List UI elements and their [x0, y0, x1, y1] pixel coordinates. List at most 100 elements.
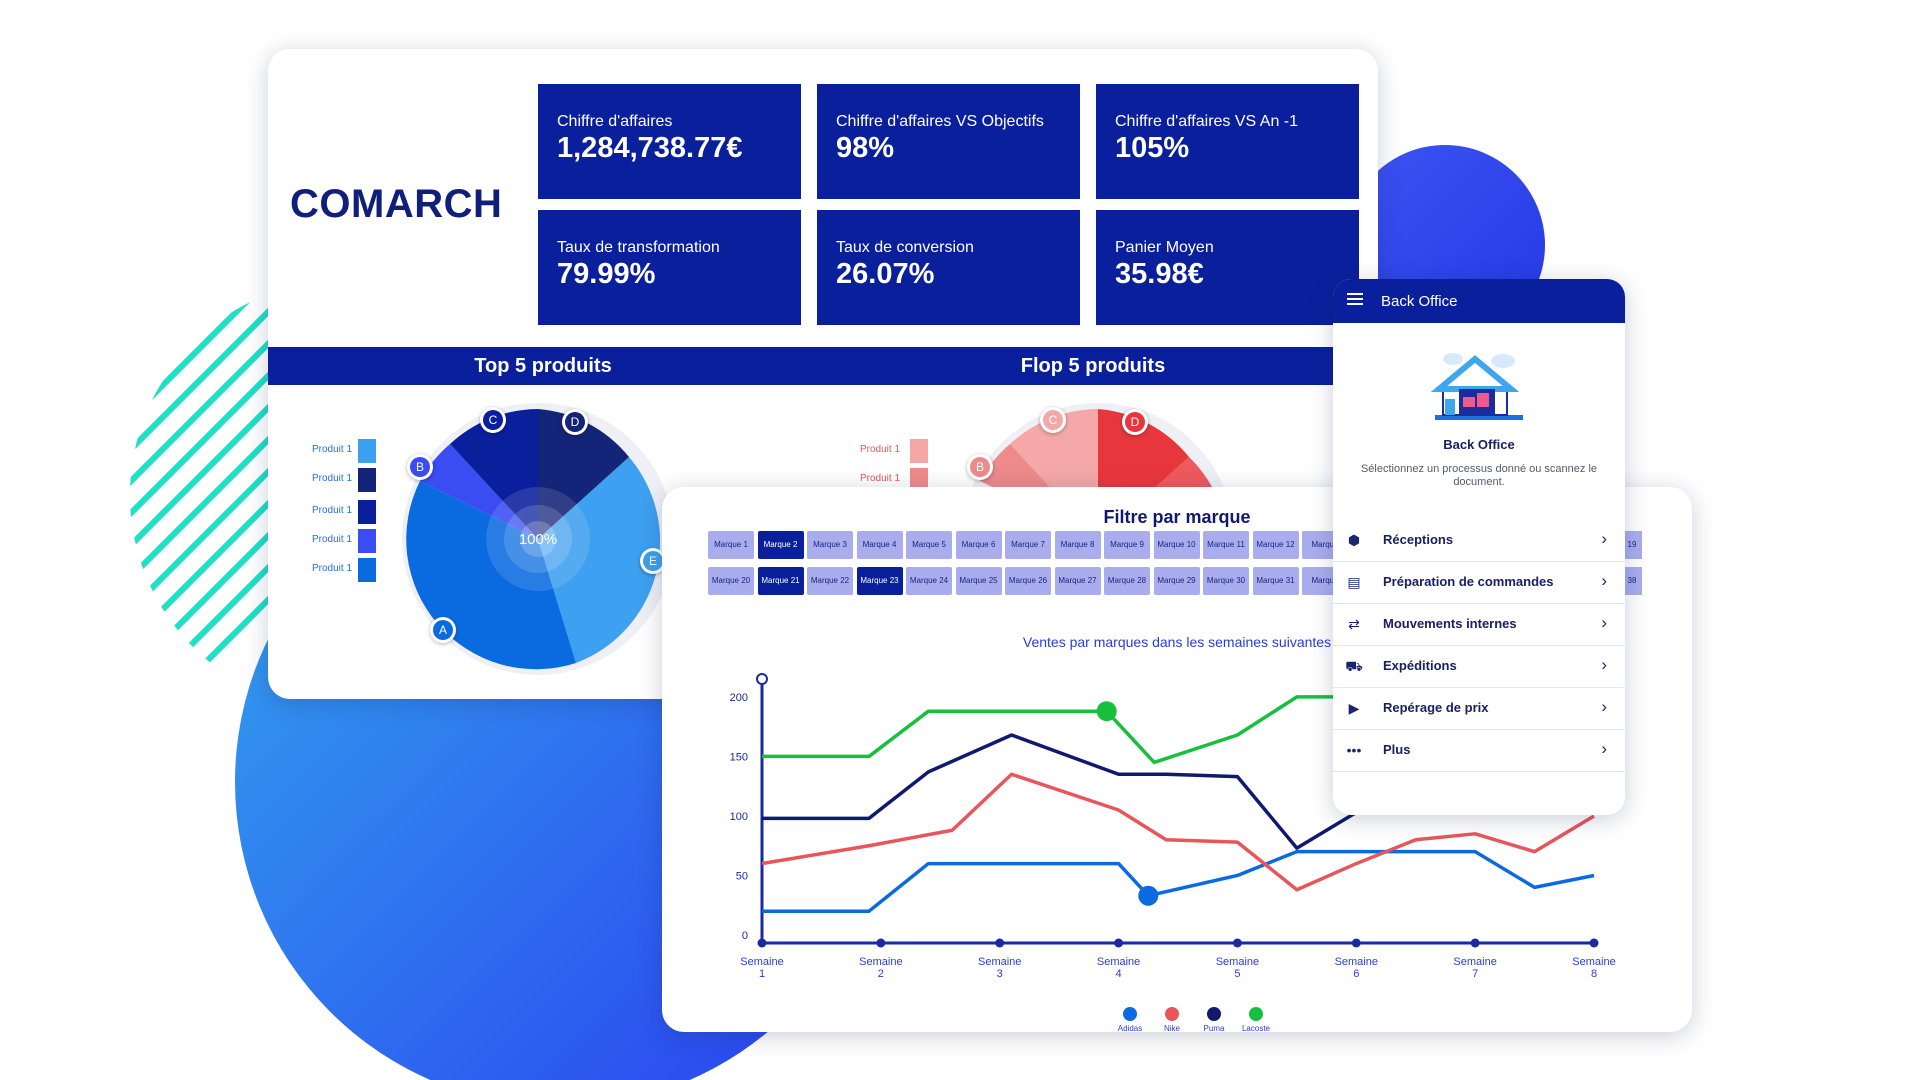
- chip-row2-tail[interactable]: 38: [1622, 567, 1642, 595]
- legend-label: Produit 1: [312, 505, 353, 516]
- brand-chip[interactable]: Marque 10: [1153, 531, 1200, 559]
- brand-chip[interactable]: Marque 26: [1005, 567, 1051, 595]
- x-tick-dot: [876, 938, 886, 948]
- kpi-revenue-vs-target: Chiffre d'affaires VS Objectifs 98%: [817, 84, 1080, 199]
- mobile-subtitle: Sélectionnez un processus donné ou scann…: [1360, 463, 1598, 488]
- brand-chip[interactable]: Marque 3: [807, 531, 853, 559]
- truck-icon: ⛟: [1345, 658, 1363, 674]
- menu-label: Préparation de commandes: [1383, 574, 1554, 589]
- series-line-adidas: [762, 849, 1595, 913]
- chevron-right-icon: ›: [1601, 613, 1607, 632]
- brand-chip[interactable]: Marque 7: [1005, 531, 1051, 559]
- brand-chip[interactable]: Marque 8: [1054, 531, 1101, 559]
- pie-label-b: B: [407, 454, 433, 480]
- legend-dot-adidas: [1123, 1007, 1137, 1021]
- menu-shipments[interactable]: ⛟ Expéditions ›: [1333, 645, 1625, 688]
- brand-chip[interactable]: Marque 25: [955, 567, 1002, 595]
- kpi-label: Taux de conversion: [836, 239, 974, 256]
- legend-swatch: [910, 439, 928, 463]
- menu-label: Réceptions: [1383, 532, 1454, 547]
- x-tick-label: Semaine 1: [740, 956, 783, 980]
- y-tick-label: 200: [730, 692, 748, 704]
- mobile-header-title: Back Office: [1381, 293, 1458, 310]
- legend-label: Produit 1: [312, 563, 353, 574]
- brand-chip[interactable]: Marque 6: [955, 531, 1002, 559]
- brand-chip[interactable]: Marque 30: [1203, 567, 1249, 595]
- menu-price-tracking[interactable]: ▶ Repérage de prix ›: [1333, 687, 1625, 730]
- box-icon: ⬢: [1347, 532, 1361, 548]
- legend-label: Nike: [1164, 1024, 1181, 1032]
- kpi-value: 98%: [836, 132, 895, 164]
- brand-chip[interactable]: Marque 27: [1054, 567, 1101, 595]
- mobile-title: Back Office: [1443, 437, 1515, 452]
- brand-chip[interactable]: Marque 29: [1153, 567, 1200, 595]
- series-marker: [1138, 885, 1159, 906]
- menu-internal-movements[interactable]: ⇄ Mouvements internes ›: [1333, 603, 1625, 646]
- kpi-revenue: Chiffre d'affaires 1,284,738.77€: [538, 84, 801, 199]
- brand-filter-chips: Marque 1 Marque 2 Marque 3 Marque 4 Marque 5…: [662, 487, 1692, 607]
- kpi-revenue-vs-last-year: Chiffre d'affaires VS An -1 105%: [1096, 84, 1359, 199]
- x-tick-dot: [1351, 938, 1361, 948]
- hamburger-icon[interactable]: [1347, 293, 1363, 305]
- brand-filter-title: Filtre par marque: [1103, 507, 1251, 527]
- brand-chip[interactable]: Marque 1: [708, 531, 754, 559]
- x-tick-label: Semaine 4: [1097, 956, 1140, 980]
- x-tick-label: Semaine 7: [1453, 956, 1496, 980]
- brand-chip[interactable]: Marque 9: [1104, 531, 1150, 559]
- kpi-value: 35.98€: [1115, 258, 1204, 290]
- legend-label: Adidas: [1118, 1024, 1142, 1032]
- x-tick-dot: [1589, 938, 1599, 948]
- x-tick-label: Semaine 2: [859, 956, 902, 980]
- brand-chip[interactable]: Marque 22: [807, 567, 853, 595]
- legend-label: Lacoste: [1242, 1024, 1271, 1032]
- brand-chip[interactable]: Marque 11: [1203, 531, 1249, 559]
- pie-slice-c: [450, 409, 538, 539]
- brand-chip[interactable]: Marque 4: [856, 531, 903, 559]
- kpi-label: Taux de transformation: [557, 239, 720, 256]
- brand-chip[interactable]: Marque 20: [708, 567, 754, 595]
- pie-slice-b: [420, 444, 538, 539]
- pie-slice-d: [538, 409, 629, 539]
- legend-label: Produit 1: [312, 534, 353, 545]
- brand-chip[interactable]: Marque 12: [1252, 531, 1299, 559]
- brand-chip[interactable]: Marque 24: [906, 567, 952, 595]
- brand-chip[interactable]: Marque 2: [757, 531, 804, 559]
- brand-chip[interactable]: Marque 21: [757, 567, 804, 595]
- chevron-right-icon: ›: [1601, 571, 1607, 590]
- legend-swatch: [358, 529, 376, 553]
- brand-chip[interactable]: Marque 28: [1104, 567, 1150, 595]
- y-tick-label: 50: [736, 870, 748, 882]
- flop-label-d: D: [1122, 409, 1148, 435]
- menu-receptions[interactable]: ⬢ Réceptions ›: [1333, 519, 1625, 562]
- legend-swatch: [910, 468, 928, 492]
- legend-swatch: [358, 468, 376, 492]
- kpi-label: Chiffre d'affaires VS An -1: [1115, 113, 1299, 130]
- series-line-puma: [762, 733, 1358, 850]
- chevron-right-icon: ›: [1601, 739, 1607, 758]
- menu-more[interactable]: ••• Plus ›: [1333, 729, 1625, 772]
- brand-chip[interactable]: Marque 5: [906, 531, 952, 559]
- flop-products-title: Flop 5 produits: [1020, 355, 1166, 377]
- chip-row1-tail[interactable]: 19: [1622, 531, 1642, 559]
- menu-order-preparation[interactable]: ▤ Préparation de commandes ›: [1333, 561, 1625, 604]
- y-tick-label: 100: [730, 811, 748, 823]
- price-tag-icon: ▶: [1348, 700, 1360, 716]
- pie-label-a: A: [430, 617, 456, 643]
- chevron-right-icon: ›: [1601, 529, 1607, 548]
- pie-label-c: C: [480, 407, 506, 433]
- x-tick-label: Semaine 3: [978, 956, 1021, 980]
- kpi-label: Chiffre d'affaires VS Objectifs: [836, 113, 1044, 130]
- flop-label-b: B: [967, 454, 993, 480]
- chevron-right-icon: ›: [1601, 697, 1607, 716]
- x-tick-dot: [757, 938, 767, 948]
- brand-chip[interactable]: Marque 23: [856, 567, 903, 595]
- kpi-value: 79.99%: [557, 258, 656, 290]
- menu-label: Expéditions: [1383, 658, 1457, 673]
- legend-label: Produit 1: [860, 444, 901, 455]
- brand-chip[interactable]: Marque 31: [1252, 567, 1299, 595]
- series-line-nike: [761, 772, 1595, 892]
- kpi-transformation-rate: Taux de transformation 79.99%: [538, 210, 801, 325]
- legend-swatch: [358, 558, 376, 582]
- x-tick-dot: [995, 938, 1005, 948]
- more-icon: •••: [1346, 742, 1362, 758]
